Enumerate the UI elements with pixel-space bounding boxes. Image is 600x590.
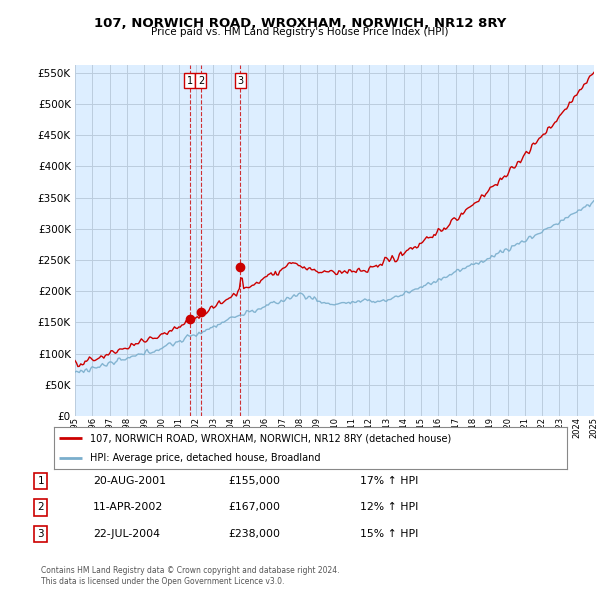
- Text: £238,000: £238,000: [228, 529, 280, 539]
- Text: 2: 2: [37, 503, 44, 512]
- Text: 107, NORWICH ROAD, WROXHAM, NORWICH, NR12 8RY: 107, NORWICH ROAD, WROXHAM, NORWICH, NR1…: [94, 17, 506, 30]
- Text: 11-APR-2002: 11-APR-2002: [93, 503, 163, 512]
- Text: £155,000: £155,000: [228, 476, 280, 486]
- Text: 22-JUL-2004: 22-JUL-2004: [93, 529, 160, 539]
- Text: HPI: Average price, detached house, Broadland: HPI: Average price, detached house, Broa…: [90, 454, 320, 463]
- Text: Price paid vs. HM Land Registry's House Price Index (HPI): Price paid vs. HM Land Registry's House …: [151, 27, 449, 37]
- Text: 1: 1: [37, 476, 44, 486]
- Text: 17% ↑ HPI: 17% ↑ HPI: [360, 476, 418, 486]
- Text: 1: 1: [187, 76, 193, 86]
- Text: 12% ↑ HPI: 12% ↑ HPI: [360, 503, 418, 512]
- Text: 107, NORWICH ROAD, WROXHAM, NORWICH, NR12 8RY (detached house): 107, NORWICH ROAD, WROXHAM, NORWICH, NR1…: [90, 434, 451, 444]
- Text: 15% ↑ HPI: 15% ↑ HPI: [360, 529, 418, 539]
- Text: £167,000: £167,000: [228, 503, 280, 512]
- Text: 2: 2: [198, 76, 204, 86]
- Text: Contains HM Land Registry data © Crown copyright and database right 2024.
This d: Contains HM Land Registry data © Crown c…: [41, 566, 340, 586]
- Text: 3: 3: [238, 76, 244, 86]
- Text: 3: 3: [37, 529, 44, 539]
- Text: 20-AUG-2001: 20-AUG-2001: [93, 476, 166, 486]
